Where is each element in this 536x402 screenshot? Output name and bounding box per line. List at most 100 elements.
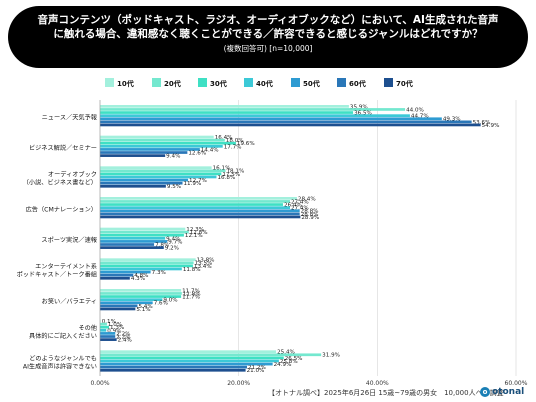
bar (100, 151, 188, 154)
data-label: 13.4% (194, 264, 212, 270)
bar (100, 264, 193, 268)
bar (100, 301, 153, 305)
bar (100, 304, 138, 308)
legend-swatch (198, 78, 207, 87)
legend-swatch (105, 78, 114, 87)
data-label: 2.4% (118, 338, 132, 344)
bar (100, 141, 236, 145)
legend-label: 20代 (164, 79, 181, 88)
bar (100, 261, 194, 265)
chart-subtitle: (複数回答可) [n=10,000] (223, 44, 313, 53)
data-label: 9.2% (165, 246, 179, 252)
data-label: 13.5% (195, 261, 213, 267)
data-label: 16.4% (215, 135, 233, 141)
otonal-logo: o otonal (480, 385, 524, 399)
bar (100, 307, 136, 311)
data-label: 21.2% (248, 365, 266, 371)
bar (100, 236, 166, 240)
data-label: 17.5% (222, 172, 240, 178)
data-label: 11.8% (183, 267, 201, 273)
bar (100, 138, 225, 142)
category-label: ニュース／天気予報 (42, 113, 97, 121)
bar (100, 203, 284, 206)
bar (100, 227, 186, 231)
data-label: 31.9% (322, 353, 340, 359)
bar (100, 144, 223, 148)
data-label: 5.4% (138, 304, 152, 310)
bar (100, 181, 183, 185)
bar (100, 332, 116, 335)
bar (100, 359, 279, 363)
bar (100, 362, 273, 366)
bar (100, 267, 182, 271)
bar (100, 120, 472, 124)
bar (100, 246, 164, 249)
data-label: 7.6% (154, 301, 168, 307)
data-label: 18.1% (226, 169, 244, 175)
data-label: 7.3% (152, 270, 166, 276)
data-label: 9.5% (167, 184, 181, 190)
legend-swatch (244, 78, 253, 87)
data-label: 28.8% (301, 209, 319, 215)
bar (100, 200, 290, 203)
legend-label: 60代 (349, 79, 366, 88)
category-label: エンターテイメント系 (35, 263, 97, 271)
bar (100, 154, 166, 157)
data-label: 35.9% (350, 104, 368, 110)
otonal-logo-text: otonal (492, 387, 525, 397)
data-label: 28.9% (301, 215, 319, 221)
data-label: 13.8% (197, 258, 215, 264)
bar (100, 356, 284, 360)
data-label: 36.5% (354, 111, 372, 117)
data-label: 18.0% (226, 138, 244, 144)
data-label: 12.7% (189, 178, 207, 184)
bar (100, 322, 107, 326)
bar (100, 292, 182, 295)
bar (100, 123, 481, 127)
legend-swatch (384, 78, 393, 87)
category-label: オーディオブック (48, 171, 97, 179)
data-label: 16.1% (213, 166, 231, 172)
bar (100, 114, 410, 117)
data-label: 11.7% (182, 295, 200, 301)
data-label: 28.4% (298, 196, 316, 202)
category-label: 具体的にご記入ください (29, 332, 97, 340)
data-label: 21.0% (247, 368, 265, 374)
data-label: 12.6% (188, 150, 206, 156)
data-label: 9.4% (166, 154, 180, 160)
bar (100, 295, 182, 298)
legend-swatch (291, 78, 300, 87)
category-label: （小説、ビジネス書など） (23, 179, 97, 187)
bar (100, 298, 163, 301)
bar (100, 117, 442, 121)
data-label: 27.4% (291, 199, 309, 205)
data-label: 27.4% (291, 206, 309, 212)
data-label: 12.1% (185, 233, 203, 239)
data-label: 0.1% (102, 319, 116, 325)
category-label: その他 (78, 324, 97, 332)
bar (100, 258, 196, 262)
legend-label: 40代 (256, 79, 273, 88)
bar (100, 350, 277, 354)
bar (100, 230, 189, 234)
bar (100, 172, 222, 176)
category-label: 広告（CMナレーション） (26, 205, 97, 213)
data-label: 16.8% (217, 175, 235, 181)
category-label: ビジネス解説／セミナー (29, 144, 97, 152)
data-label: 49.3% (443, 117, 461, 123)
legend-label: 70代 (396, 79, 413, 88)
bar (100, 240, 168, 243)
source-note: 【オトナル調べ】2025年6月26日 15歳~79歳の男女 10,000人への調… (268, 389, 504, 397)
data-label: 4.3% (131, 276, 145, 282)
bar (100, 135, 214, 139)
data-label: 5.1% (136, 307, 150, 313)
category-label: どのようなジャンルでも (29, 355, 97, 363)
x-tick-label: 60.00% (505, 380, 528, 387)
data-label: 25.4% (277, 350, 295, 356)
data-label: 7.8% (155, 242, 169, 248)
bar (100, 270, 151, 274)
data-label: 9.0% (163, 298, 177, 304)
bar (100, 276, 130, 280)
data-label: 2.2% (116, 334, 130, 340)
